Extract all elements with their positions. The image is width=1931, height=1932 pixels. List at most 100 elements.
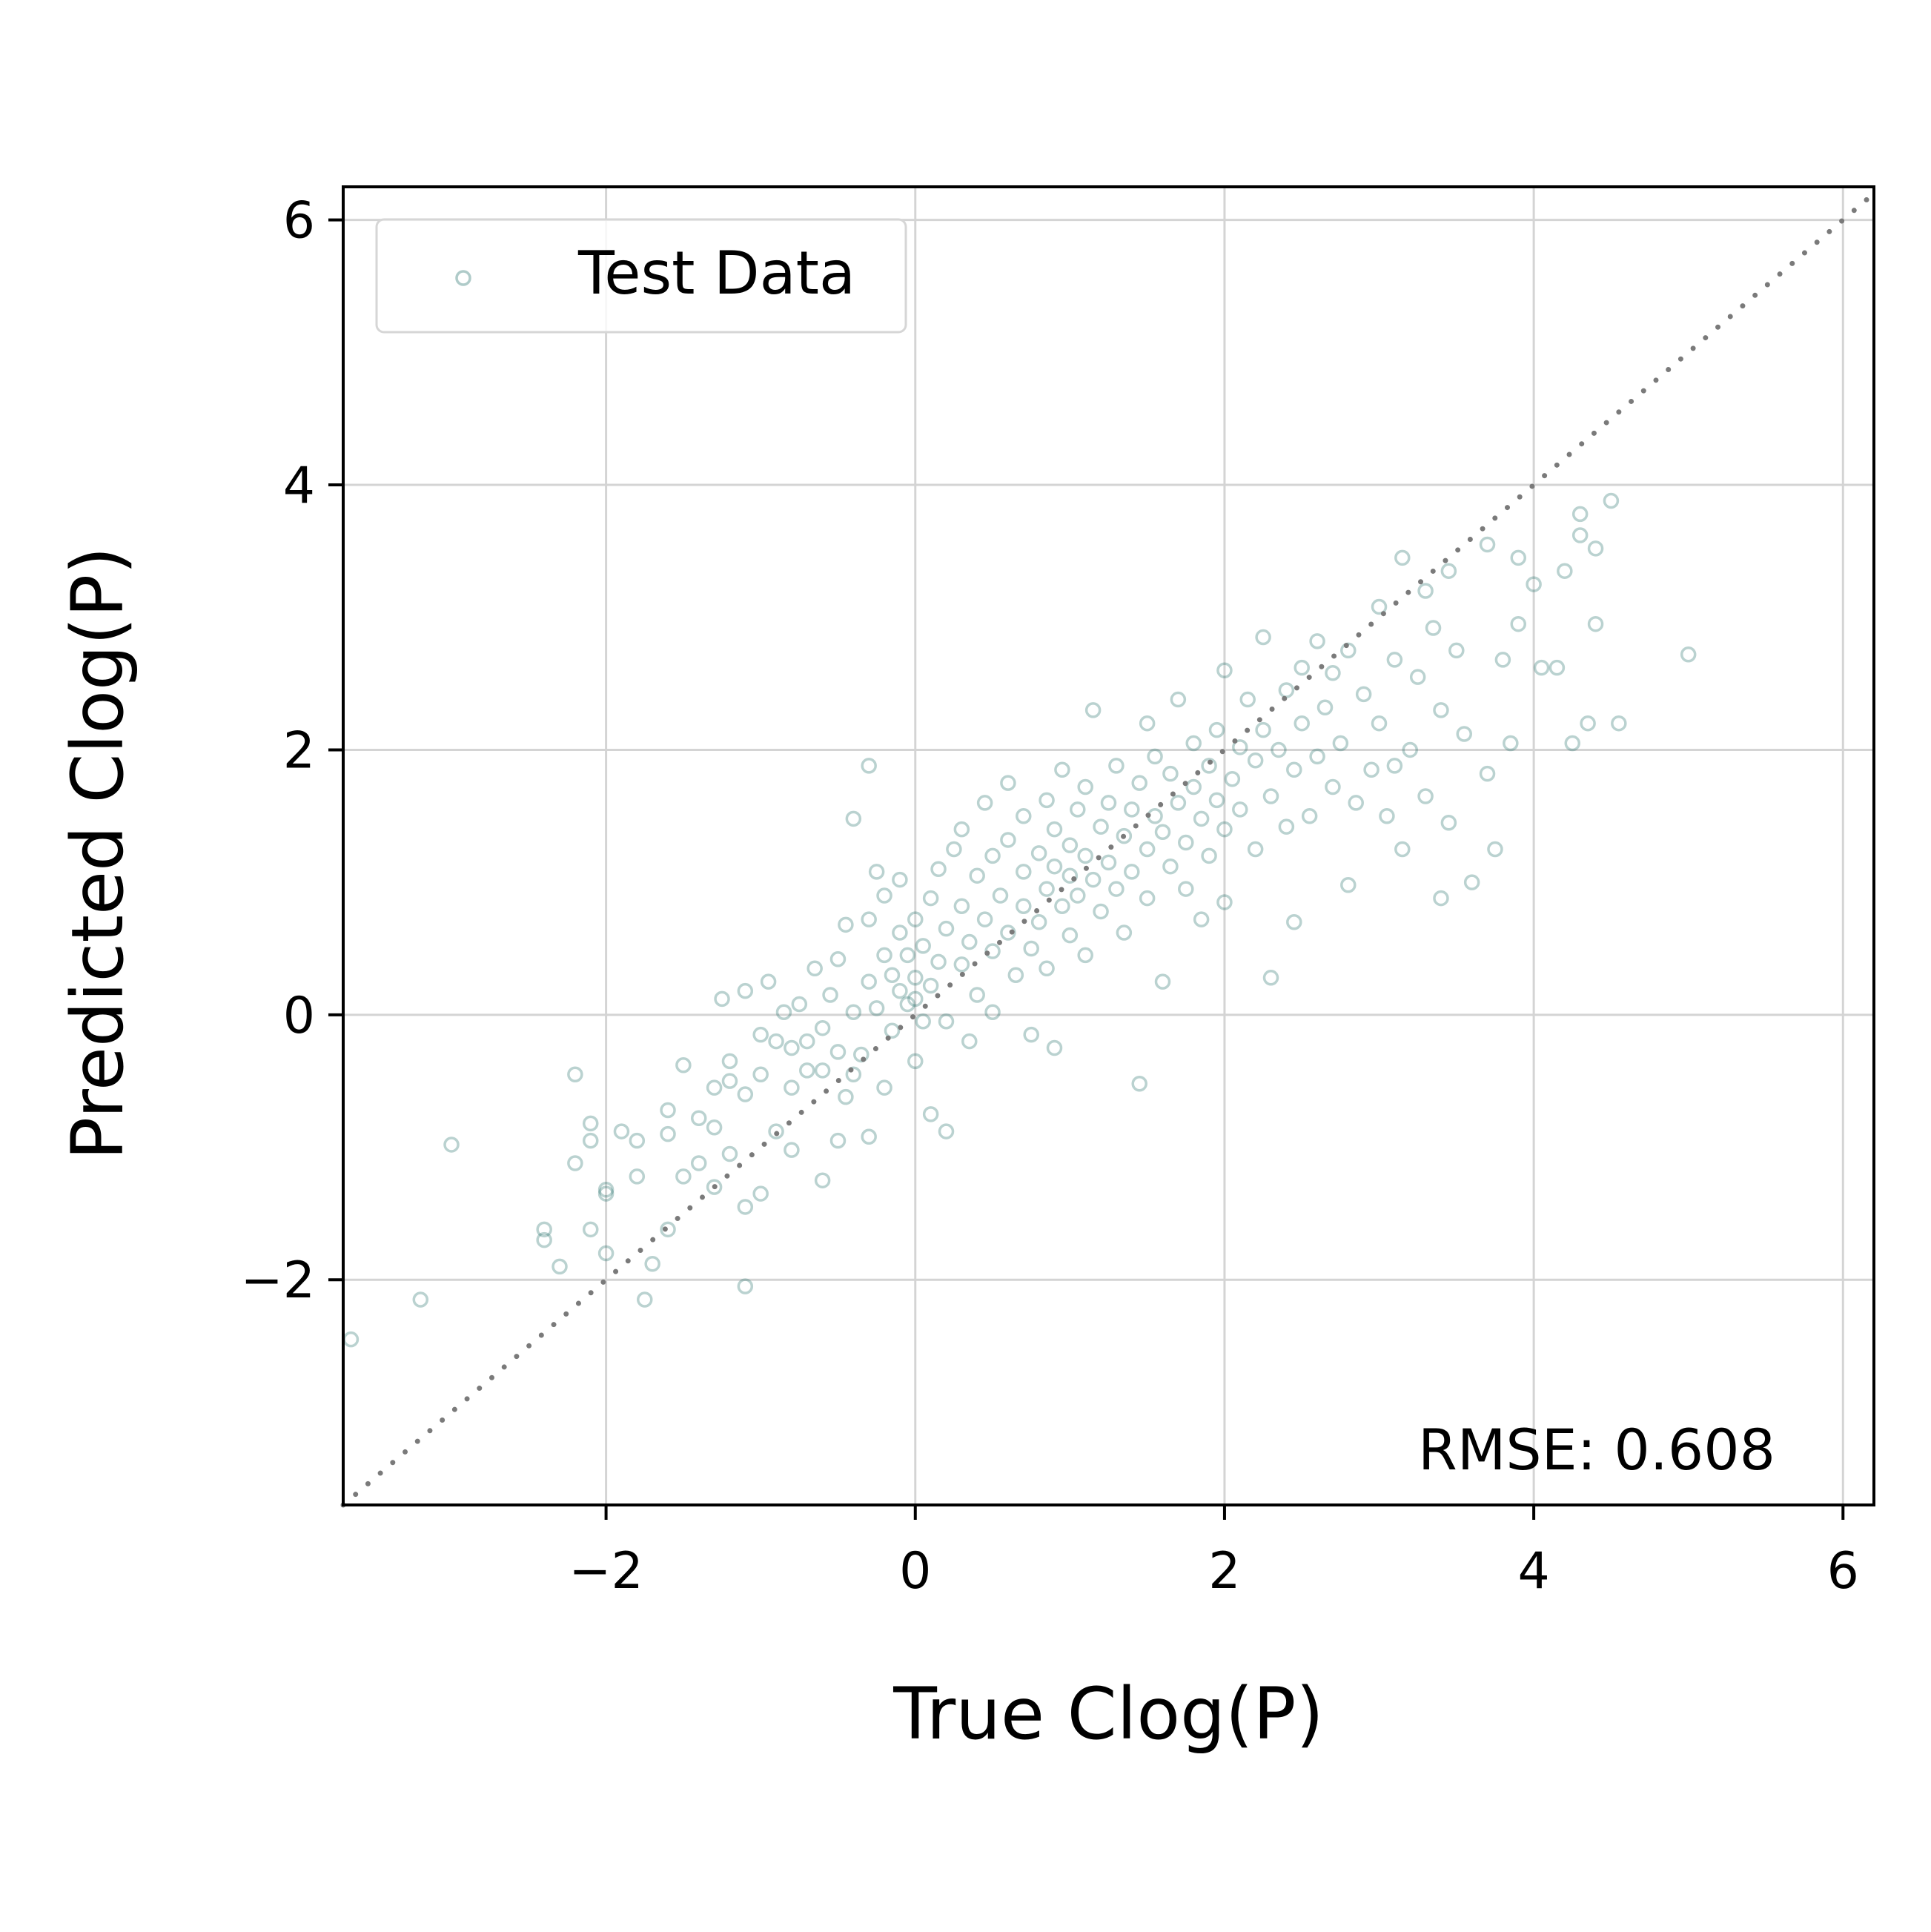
data-point <box>1039 881 1055 897</box>
data-point <box>1124 864 1140 880</box>
data-point <box>1070 801 1086 818</box>
data-point <box>1039 960 1055 977</box>
data-point <box>845 810 862 827</box>
data-point <box>892 924 908 941</box>
data-point <box>784 1142 800 1158</box>
data-point <box>412 1291 429 1308</box>
data-point <box>597 1181 615 1198</box>
data-point <box>1348 795 1364 811</box>
data-point <box>1394 549 1411 566</box>
data-point <box>1262 970 1279 986</box>
data-point <box>675 1168 692 1185</box>
data-point <box>629 1168 646 1185</box>
data-point <box>922 890 939 907</box>
data-point <box>838 916 854 933</box>
plot-frame <box>342 185 1875 1506</box>
data-point <box>660 1125 676 1142</box>
data-point <box>768 1123 784 1139</box>
data-point <box>1294 715 1310 732</box>
data-point <box>1208 721 1225 738</box>
data-point <box>1039 792 1055 809</box>
data-point <box>1070 887 1086 904</box>
data-point <box>1108 881 1125 897</box>
data-point <box>1247 752 1264 769</box>
data-point <box>775 1004 792 1021</box>
data-point <box>1286 761 1302 778</box>
data-point <box>1201 758 1217 774</box>
data-point <box>784 1079 800 1096</box>
data-point <box>1216 894 1233 910</box>
data-point <box>961 933 978 950</box>
x-tick-label: −2 <box>569 1542 643 1601</box>
data-point <box>1487 841 1503 858</box>
data-point <box>907 1053 924 1070</box>
data-point <box>829 1132 847 1149</box>
data-point <box>1247 841 1264 858</box>
data-point <box>1016 864 1032 880</box>
data-point <box>1448 642 1465 659</box>
data-point <box>1587 615 1604 632</box>
x-tick-label: 4 <box>1517 1542 1549 1601</box>
data-point <box>1571 527 1589 543</box>
data-point <box>829 1044 847 1060</box>
data-point <box>1061 927 1079 944</box>
data-point <box>737 1086 754 1102</box>
data-point <box>884 1022 901 1039</box>
data-point <box>1603 492 1620 509</box>
data-point <box>752 1185 769 1202</box>
data-point <box>1363 761 1379 778</box>
data-point <box>1170 691 1187 708</box>
data-point <box>1503 735 1519 752</box>
data-point <box>1116 924 1133 941</box>
data-point <box>822 987 838 1003</box>
data-point <box>1494 652 1511 668</box>
data-point <box>814 1172 831 1188</box>
data-point <box>1433 702 1449 718</box>
data-point <box>861 758 877 774</box>
data-point <box>706 1119 723 1136</box>
data-point <box>1216 821 1233 838</box>
data-point <box>1016 898 1032 915</box>
data-point <box>1386 652 1403 668</box>
x-tick-label: 0 <box>899 1542 931 1601</box>
data-point <box>1139 890 1156 907</box>
data-point <box>876 887 892 904</box>
data-point <box>1271 741 1287 758</box>
data-point <box>1255 629 1271 646</box>
data-point <box>768 1033 784 1050</box>
data-point <box>1023 1026 1039 1043</box>
y-tick-label: 2 <box>283 721 315 780</box>
data-point <box>1232 801 1248 818</box>
data-point <box>938 920 955 937</box>
data-point <box>853 1046 870 1063</box>
data-point <box>660 1221 676 1238</box>
data-point <box>567 1066 583 1082</box>
data-point <box>1510 615 1527 632</box>
data-point <box>814 1019 831 1036</box>
data-points <box>342 492 1697 1348</box>
data-point <box>1084 871 1102 888</box>
reference-line <box>340 191 1877 1508</box>
data-point <box>690 1155 707 1171</box>
data-point <box>829 951 847 967</box>
data-point <box>784 1039 800 1056</box>
data-point <box>1077 947 1093 964</box>
data-point <box>876 1079 892 1096</box>
data-point <box>1386 758 1403 774</box>
data-point <box>1325 778 1341 795</box>
data-point <box>799 1033 815 1050</box>
data-point <box>915 938 931 954</box>
data-point <box>613 1123 630 1139</box>
data-point <box>938 1013 955 1030</box>
data-point <box>1433 890 1449 907</box>
data-point <box>1417 583 1434 599</box>
data-point <box>907 911 924 927</box>
data-point <box>597 1245 615 1262</box>
data-point <box>752 1066 769 1082</box>
data-point <box>1255 721 1271 738</box>
data-point <box>675 1056 692 1073</box>
data-point <box>953 821 970 838</box>
data-point <box>1301 808 1318 824</box>
data-point <box>1054 761 1070 778</box>
